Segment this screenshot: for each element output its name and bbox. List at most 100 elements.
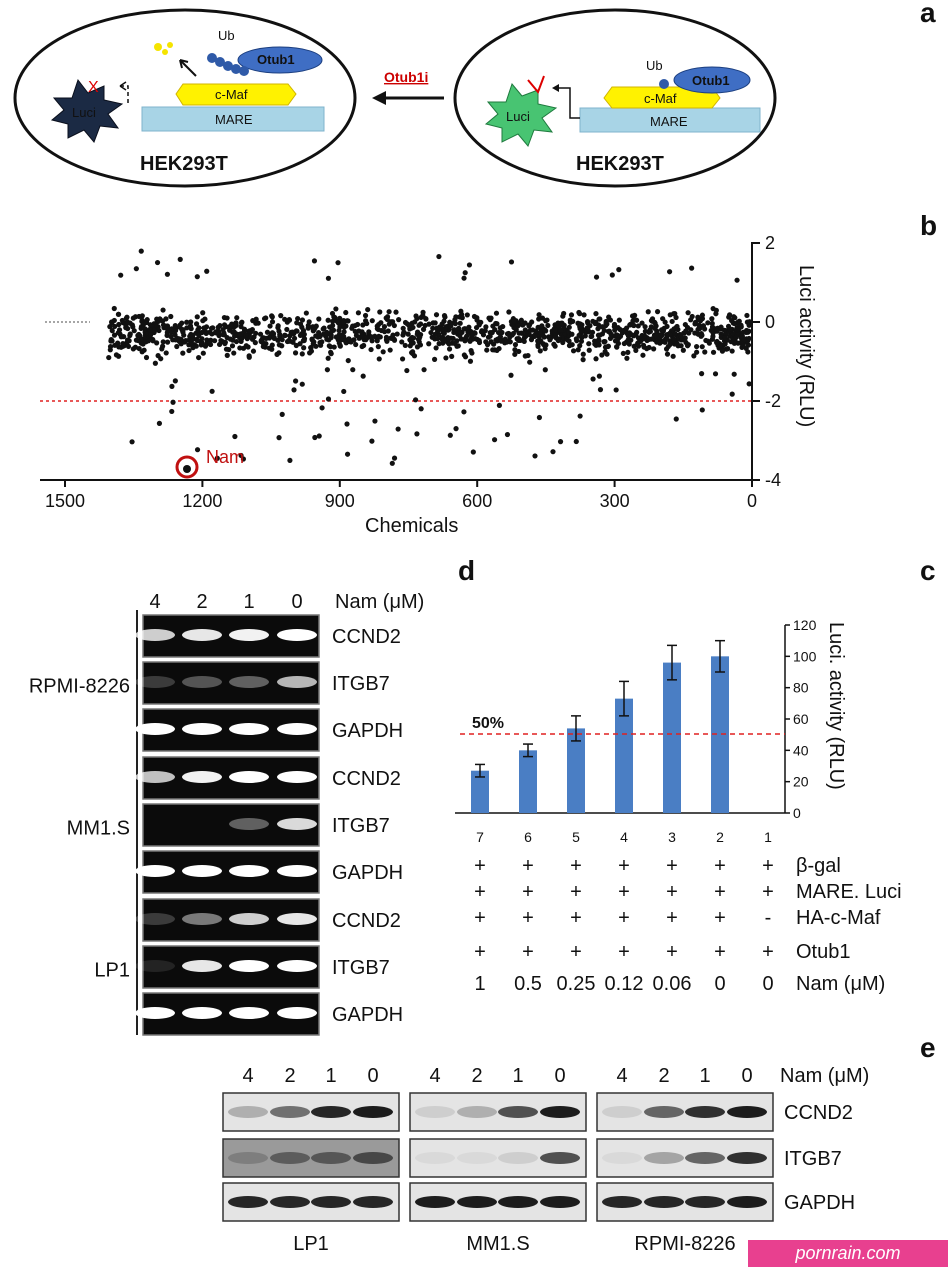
scatter-point [673, 416, 679, 422]
panel-c-y-ticks: 0 20 40 60 80 100 120 [785, 617, 817, 821]
scatter-point [269, 346, 275, 352]
blot-concentration-label: 4 [242, 1065, 253, 1087]
scatter-point [135, 337, 141, 344]
scatter-point [428, 329, 434, 336]
scatter-point [432, 320, 438, 326]
scatter-point [125, 325, 131, 332]
scatter-point [586, 347, 592, 353]
scatter-point [227, 336, 234, 342]
scatter-point [452, 316, 458, 323]
condition-cell: + [762, 855, 774, 877]
scatter-point [301, 336, 308, 342]
condition-cell: + [618, 907, 630, 929]
scatter-point [746, 381, 752, 387]
scatter-point [462, 270, 468, 276]
panel-c-threshold-label: 50% [472, 715, 504, 732]
scatter-point [325, 355, 331, 361]
scatter-point [243, 332, 249, 338]
scatter-point [129, 439, 135, 445]
blot-concentration-label: 0 [367, 1065, 378, 1087]
scatter-point [651, 346, 657, 352]
scatter-point [150, 338, 156, 344]
scatter-point [369, 338, 375, 344]
scatter-point [667, 312, 673, 318]
scatter-point [341, 324, 347, 330]
scatter-point [250, 318, 256, 324]
scatter-point [580, 351, 586, 357]
scatter-point [238, 320, 244, 326]
scatter-point [294, 320, 300, 326]
scatter-point [623, 325, 630, 331]
scatter-point [522, 320, 528, 326]
blot-band [685, 1196, 725, 1208]
scatter-point [147, 332, 154, 338]
scatter-point [527, 327, 533, 334]
scatter-point [518, 330, 524, 336]
scatter-point [293, 342, 299, 349]
left-ub-chain-icon [207, 53, 249, 76]
blot-concentration-label: 2 [471, 1065, 482, 1087]
scatter-point [291, 387, 297, 393]
scatter-point [487, 333, 493, 339]
scatter-point [454, 343, 460, 349]
scatter-point [168, 333, 174, 339]
bar-y-tick-label: 0 [793, 805, 801, 821]
gel-band [135, 1007, 175, 1019]
panel-c-bars [471, 639, 729, 813]
scatter-point [641, 344, 647, 350]
scatter-point [664, 351, 671, 357]
blot-concentration-label: 0 [554, 1065, 565, 1087]
scatter-point [326, 343, 332, 349]
scatter-point [353, 341, 359, 348]
right-luci-starburst-icon [484, 82, 558, 147]
scatter-point [462, 354, 469, 360]
blot-band [415, 1106, 455, 1118]
x-tick-label: 1500 [45, 491, 85, 511]
condition-cell: 0.25 [557, 973, 596, 995]
scatter-point [669, 318, 675, 325]
bar [567, 728, 585, 813]
scatter-point [200, 350, 206, 356]
scatter-point [706, 340, 712, 346]
scatter-point [700, 323, 707, 329]
scatter-point [241, 328, 248, 334]
scatter-point [335, 335, 341, 341]
scatter-point [389, 335, 395, 341]
gel-band [182, 1007, 222, 1019]
scatter-point [635, 323, 641, 329]
scatter-point [257, 331, 264, 337]
scatter-point [109, 328, 115, 334]
scatter-point [692, 330, 698, 336]
gel-gene-label: GAPDH [332, 720, 403, 742]
gel-band [277, 818, 317, 830]
blot-cell-line-label: LP1 [293, 1233, 329, 1255]
scatter-point [493, 337, 499, 343]
scatter-point [567, 342, 573, 348]
scatter-point [507, 339, 513, 345]
condition-cell: + [522, 881, 534, 903]
scatter-point [324, 367, 330, 373]
scatter-point [493, 320, 499, 327]
scatter-point [436, 341, 442, 347]
scatter-point [537, 329, 543, 335]
scatter-point [449, 353, 455, 359]
scatter-point [508, 259, 515, 265]
gel-band [277, 960, 317, 972]
gel-band [182, 771, 222, 783]
scatter-point [470, 331, 476, 337]
scatter-point [234, 315, 240, 321]
scatter-point [729, 348, 735, 354]
panel-a-label: a [920, 0, 936, 28]
scatter-point [693, 343, 700, 350]
scatter-point [391, 455, 398, 461]
blot-band [270, 1106, 310, 1118]
scatter-point [381, 324, 388, 330]
otub1i-label: Otub1i [384, 69, 428, 85]
scatter-point [295, 316, 301, 322]
condition-row-label: Nam (μM) [796, 973, 885, 995]
condition-cell: + [522, 855, 534, 877]
scatter-point [714, 340, 720, 346]
scatter-point [498, 338, 504, 344]
scatter-point [551, 341, 557, 347]
scatter-point [482, 328, 488, 334]
